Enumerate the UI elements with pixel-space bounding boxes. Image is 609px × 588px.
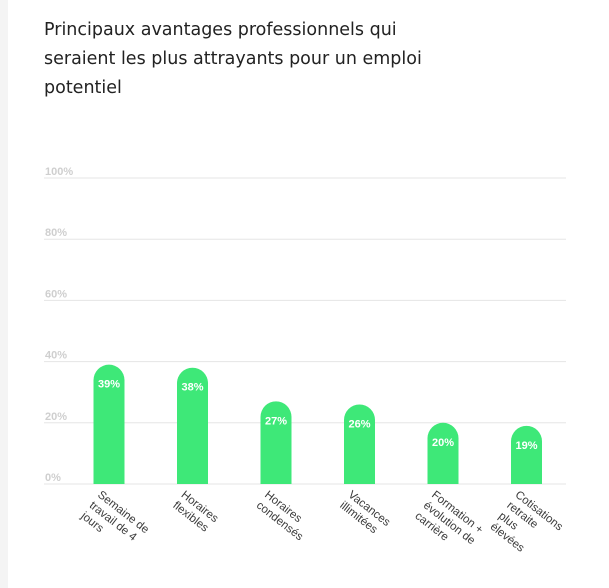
bar xyxy=(177,367,208,484)
bar xyxy=(260,401,292,484)
chart-title: Principaux avantages professionnels qui … xyxy=(44,20,422,98)
bar-value-label: 39% xyxy=(98,379,120,391)
y-tick-label: 40% xyxy=(45,350,67,362)
y-tick-label: 60% xyxy=(45,288,67,300)
bar xyxy=(93,364,125,484)
bar-value-label: 26% xyxy=(348,418,370,430)
y-tick-label: 20% xyxy=(45,411,67,423)
bar-value-label: 20% xyxy=(432,437,454,449)
bar-value-label: 19% xyxy=(515,440,537,452)
bar xyxy=(511,425,542,484)
bar-value-label: 38% xyxy=(181,382,203,394)
y-tick-label: 100% xyxy=(45,166,73,178)
bar xyxy=(344,404,375,484)
bar xyxy=(427,422,459,484)
chart-card: Principaux avantages professionnels qui … xyxy=(8,0,609,588)
y-tick-label: 0% xyxy=(45,472,61,484)
bar-value-label: 27% xyxy=(265,415,287,427)
y-tick-label: 80% xyxy=(45,227,67,239)
